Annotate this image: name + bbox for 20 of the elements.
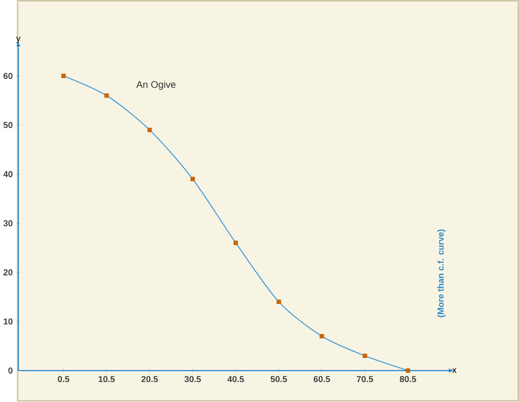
- y-tick-label: 0: [8, 368, 13, 374]
- y-axis-title: y: [16, 36, 20, 44]
- x-axis-title: x: [452, 368, 457, 374]
- y-tick-label: 10: [4, 318, 13, 325]
- y-tick-label: 20: [4, 270, 13, 276]
- x-tick-label: 10.5: [98, 376, 115, 382]
- x-tick-label: 30.5: [184, 376, 201, 382]
- annotation: An Ogive: [136, 81, 176, 90]
- x-tick-label: 0.5: [58, 376, 70, 382]
- y-tick-label: 40: [3, 171, 13, 178]
- annotation: (More than c.f. curve): [437, 230, 446, 318]
- x-tick-label: 60.5: [314, 376, 330, 382]
- x-tick-label: 50.5: [270, 376, 287, 382]
- y-tick-label: 60: [4, 73, 13, 80]
- x-tick-label: 40.5: [227, 376, 244, 382]
- x-tick-label: 70.5: [356, 376, 374, 382]
- x-tick-label: 80.5: [400, 376, 416, 382]
- x-tick-label: 20.5: [142, 376, 158, 382]
- y-tick-label: 30: [3, 220, 13, 227]
- y-tick-label: 50: [3, 122, 13, 128]
